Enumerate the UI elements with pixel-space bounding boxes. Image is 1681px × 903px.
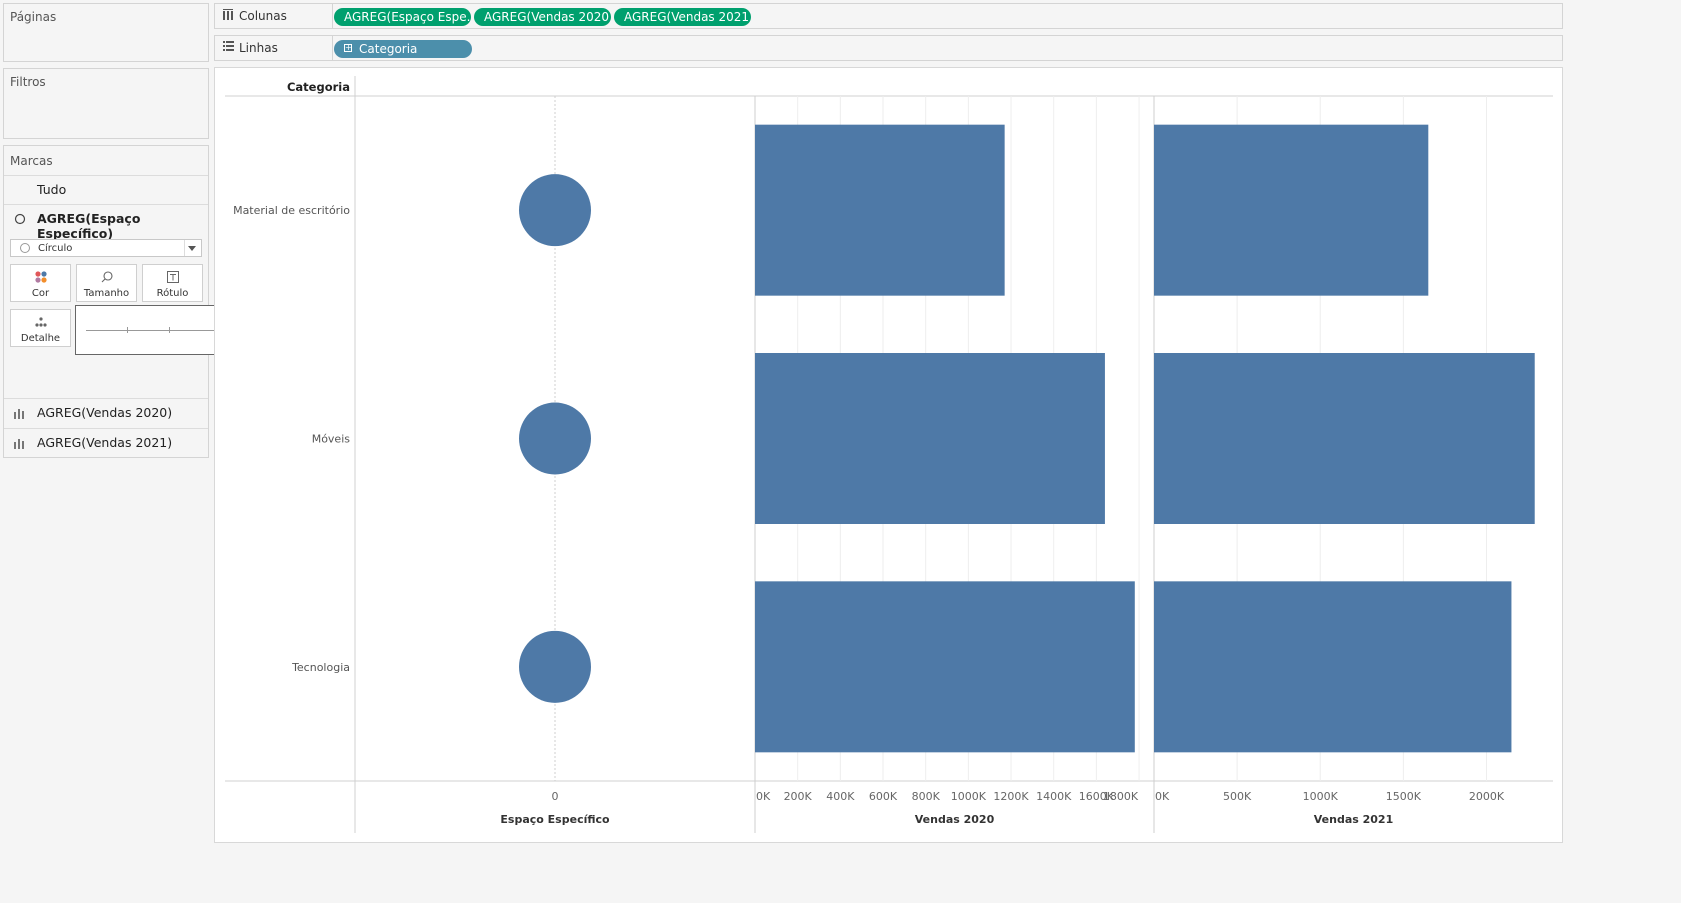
axis-tick-label: 1600K <box>1079 790 1115 803</box>
color-icon <box>11 270 70 284</box>
color-button[interactable]: Cor <box>10 264 71 302</box>
marks-card: Marcas Tudo AGREG(Espaço Específico) Cír… <box>3 145 209 458</box>
category-label: Móveis <box>312 433 351 446</box>
axis-tick-label: 600K <box>869 790 898 803</box>
pages-title: Páginas <box>10 10 57 24</box>
mark-type-value: Círculo <box>38 243 73 254</box>
size-icon <box>77 270 136 284</box>
row-pill-categoria-label: Categoria <box>359 42 418 56</box>
axis-title: Vendas 2020 <box>915 813 995 826</box>
marks-active-card[interactable]: AGREG(Espaço Específico) <box>4 204 208 241</box>
axis-title: Espaço Específico <box>500 813 610 826</box>
axis-tick-label: 2000K <box>1469 790 1505 803</box>
marks-card-vendas-2021-label: AGREG(Vendas 2021) <box>37 435 173 450</box>
axis-tick-label: 1200K <box>993 790 1029 803</box>
data-point-circle[interactable] <box>519 630 591 703</box>
axis-tick-label: 1000K <box>1303 790 1339 803</box>
chevron-down-icon[interactable] <box>184 240 199 256</box>
axis-tick-label: 200K <box>784 790 813 803</box>
axis-tick-label: 1400K <box>1036 790 1072 803</box>
row-pill-categoria[interactable]: + Categoria <box>334 40 472 58</box>
marks-title: Marcas <box>10 154 53 168</box>
axis-tick-label: 1800K <box>1103 790 1139 803</box>
circle-icon <box>20 243 30 253</box>
marks-card-vendas-2020-label: AGREG(Vendas 2020) <box>37 405 173 420</box>
axis-tick-label: 800K <box>912 790 941 803</box>
rows-label: Linhas <box>239 41 278 55</box>
column-pill-vendas-2021[interactable]: AGREG(Vendas 2021) <box>614 8 751 26</box>
category-label: Tecnologia <box>291 661 350 674</box>
axis-tick-label: 0K <box>1155 790 1170 803</box>
viz-area: Categoria Material de escritório Móveis Tec… <box>214 67 1563 843</box>
size-slider-tick <box>127 327 128 333</box>
label-button[interactable]: Rótulo <box>142 264 203 302</box>
columns-shelf-label: Colunas <box>215 4 333 28</box>
marks-all-tab[interactable]: Tudo <box>4 175 208 204</box>
rows-icon <box>223 41 234 54</box>
marks-all-label: Tudo <box>37 182 67 197</box>
columns-label: Colunas <box>239 9 287 23</box>
axis-title: Vendas 2021 <box>1314 813 1394 826</box>
data-bar[interactable] <box>1154 581 1512 753</box>
data-point-circle[interactable] <box>519 174 591 247</box>
data-bar[interactable] <box>1154 353 1535 524</box>
data-point-circle[interactable] <box>519 402 591 475</box>
column-pill-vendas-2020[interactable]: AGREG(Vendas 2020) <box>474 8 611 26</box>
bar-chart-icon <box>14 407 26 419</box>
axis-tick-label: 1500K <box>1386 790 1422 803</box>
column-pill-espaco[interactable]: AGREG(Espaço Espe.. <box>334 8 471 26</box>
filters-shelf[interactable]: Filtros <box>3 68 209 139</box>
axis-tick-label: 500K <box>1223 790 1252 803</box>
pages-shelf[interactable]: Páginas <box>3 3 209 62</box>
marks-card-vendas-2021[interactable]: AGREG(Vendas 2021) <box>4 428 208 457</box>
circle-mark-icon <box>14 213 26 225</box>
category-label: Material de escritório <box>233 204 350 217</box>
marks-card-vendas-2020[interactable]: AGREG(Vendas 2020) <box>4 398 208 427</box>
filters-title: Filtros <box>10 75 46 89</box>
marks-active-card-label: AGREG(Espaço Específico) <box>37 211 141 241</box>
size-button-label: Tamanho <box>83 288 130 299</box>
size-slider-tick <box>169 327 170 333</box>
data-bar[interactable] <box>755 353 1105 524</box>
rows-shelf[interactable]: Linhas + Categoria <box>214 35 1563 61</box>
chart-svg: Categoria Material de escritório Móveis Tec… <box>225 76 1553 833</box>
detail-icon <box>11 315 70 329</box>
mark-type-dropdown[interactable]: Círculo <box>10 239 202 257</box>
size-slider-track[interactable] <box>86 330 250 331</box>
data-bar[interactable] <box>1154 124 1429 296</box>
axis-tick-label: 400K <box>826 790 855 803</box>
rows-shelf-label: Linhas <box>215 36 333 60</box>
data-bar[interactable] <box>755 124 1005 296</box>
detail-button-label: Detalhe <box>20 333 61 344</box>
size-button[interactable]: Tamanho <box>76 264 137 302</box>
label-button-label: Rótulo <box>156 288 189 299</box>
detail-button[interactable]: Detalhe <box>10 309 71 347</box>
color-button-label: Cor <box>31 288 50 299</box>
columns-shelf[interactable]: Colunas AGREG(Espaço Espe.. AGREG(Vendas… <box>214 3 1563 29</box>
axis-tick-label: 0 <box>552 790 559 803</box>
axis-tick-label: 0K <box>756 790 771 803</box>
data-bar[interactable] <box>755 581 1135 753</box>
columns-icon <box>223 9 233 23</box>
text-icon <box>143 270 202 284</box>
expand-icon[interactable]: + <box>344 43 352 52</box>
axis-tick-label: 1000K <box>951 790 987 803</box>
row-header-title: Categoria <box>287 80 350 94</box>
bar-chart-icon <box>14 437 26 449</box>
